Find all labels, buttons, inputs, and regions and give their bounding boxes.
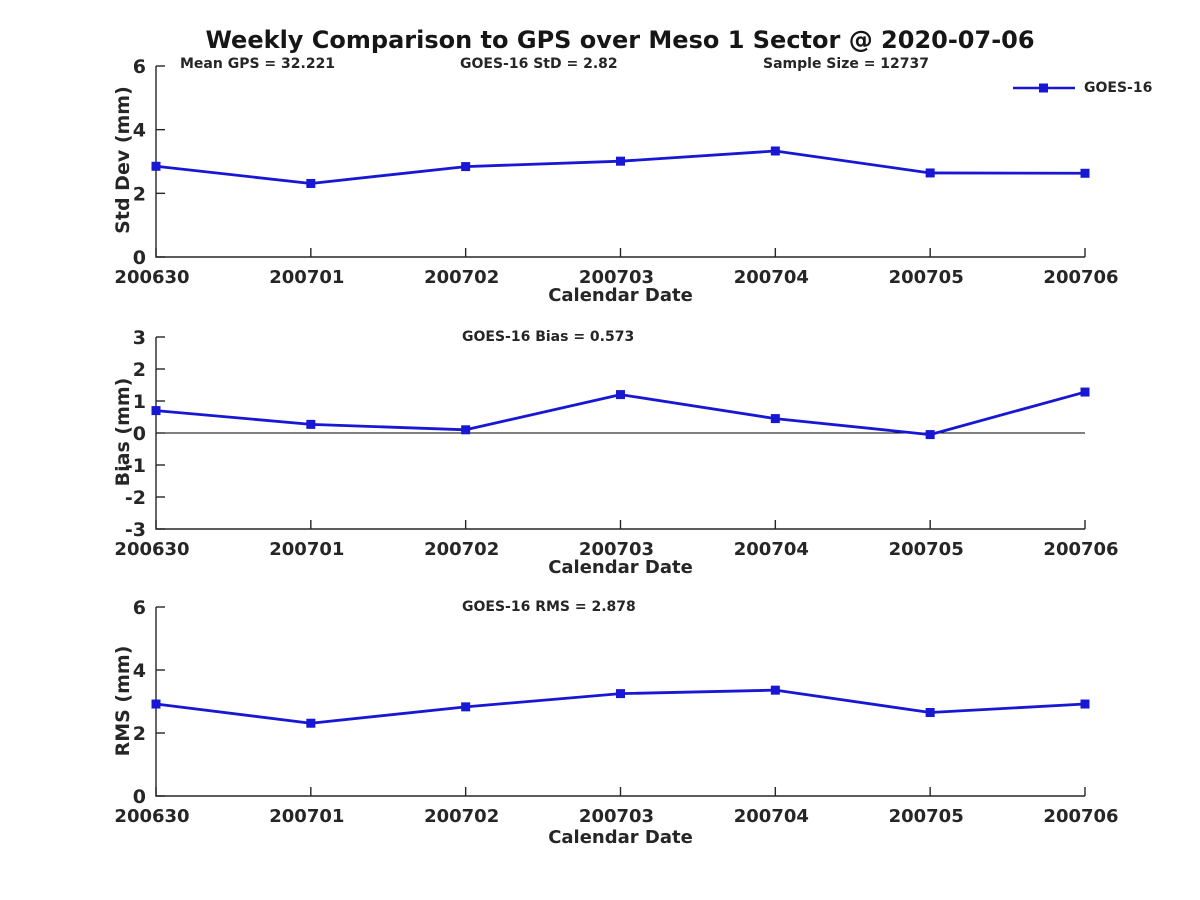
std-dev-y-tick-label: 6 <box>133 56 146 78</box>
bias-data-marker <box>925 430 935 440</box>
bias-x-tick-label: 200705 <box>889 539 964 560</box>
rms-data-marker <box>1080 699 1090 709</box>
legend-label: GOES-16 <box>1084 80 1153 96</box>
std-dev-data-marker <box>770 146 780 156</box>
rms-x-tick-label: 200705 <box>889 806 964 827</box>
figure-title: Weekly Comparison to GPS over Meso 1 Sec… <box>205 26 1035 54</box>
rms-subplot-title: GOES-16 RMS = 2.878 <box>462 599 636 615</box>
rms-x-axis-label: Calendar Date <box>548 827 693 848</box>
std-dev-y-tick-label: 4 <box>133 120 146 142</box>
rms-y-tick-label: 6 <box>133 597 146 619</box>
bias-x-tick-label: 200702 <box>424 539 499 560</box>
stat-mean-gps: Mean GPS = 32.221 <box>180 56 336 72</box>
std-dev-data-marker <box>616 156 625 166</box>
bias-y-tick-label: -2 <box>125 487 146 509</box>
rms-x-tick-label: 200704 <box>734 806 809 827</box>
bias-y-tick-label: 2 <box>133 359 146 381</box>
rms-y-tick-label: 0 <box>133 786 146 808</box>
bias-data-marker <box>151 406 161 416</box>
std-dev-data-marker <box>461 162 471 172</box>
std-dev-y-tick-label: 0 <box>133 247 146 269</box>
std-dev-x-tick-label: 200701 <box>269 267 344 288</box>
subplot-rms: 0 2 4 6 200630 200701 200702 200703 200704 200705… <box>114 597 1118 827</box>
stddev-x-axis-label: Calendar Date <box>548 285 693 306</box>
bias-y-tick-label: -1 <box>125 455 146 477</box>
legend: GOES-16 <box>1012 80 1152 96</box>
std-dev-y-tick-label: 2 <box>133 183 146 205</box>
subplot-bias: -3 -2 -1 0 1 2 3 200630 200701 200702 200703 200704… <box>114 327 1118 560</box>
bias-x-tick-label: 200701 <box>269 539 344 560</box>
rms-data-marker <box>151 699 161 709</box>
std-dev-x-tick-label: 200705 <box>889 267 964 288</box>
std-dev-data-marker <box>151 161 161 171</box>
bias-subplot-title: GOES-16 Bias = 0.573 <box>462 329 635 345</box>
bias-y-tick-label: 1 <box>133 391 146 413</box>
stat-goes16-std: GOES-16 StD = 2.82 <box>460 56 618 72</box>
std-dev-data-marker <box>306 178 316 188</box>
bias-data-marker <box>616 390 625 400</box>
std-dev-data-marker <box>925 168 935 178</box>
bias-y-tick-label: -3 <box>125 519 146 541</box>
rms-x-tick-label: 200701 <box>269 806 344 827</box>
rms-data-marker <box>306 718 316 728</box>
std-dev-x-tick-label: 200706 <box>1043 267 1118 288</box>
bias-x-tick-label: 200703 <box>579 539 654 560</box>
bias-x-tick-label: 200630 <box>114 539 189 560</box>
rms-data-marker <box>770 685 780 695</box>
rms-data-marker <box>461 702 471 712</box>
legend-line-marker-icon <box>1013 83 1075 93</box>
std-dev-x-tick-label: 200630 <box>114 267 189 288</box>
rms-data-marker <box>616 689 625 699</box>
rms-x-tick-label: 200706 <box>1043 806 1118 827</box>
rms-x-tick-label: 200702 <box>424 806 499 827</box>
bias-data-marker <box>1080 387 1090 397</box>
bias-x-tick-label: 200706 <box>1043 539 1118 560</box>
subplot-std-dev: 0 2 4 6 200630 200701 200702 200703 200704 200705… <box>114 56 1118 288</box>
std-dev-x-tick-label: 200704 <box>734 267 809 288</box>
rms-y-tick-label: 2 <box>133 723 146 745</box>
rms-x-tick-label: 200630 <box>114 806 189 827</box>
std-dev-x-tick-label: 200702 <box>424 267 499 288</box>
bias-data-marker <box>770 414 780 424</box>
rms-y-tick-label: 4 <box>133 660 146 682</box>
bias-data-marker <box>306 419 316 429</box>
stat-sample-size: Sample Size = 12737 <box>763 56 930 72</box>
std-dev-x-tick-label: 200703 <box>579 267 654 288</box>
std-dev-series-line <box>154 149 1087 185</box>
std-dev-data-marker <box>1080 168 1090 178</box>
rms-x-tick-label: 200703 <box>579 806 654 827</box>
bias-y-tick-label: 0 <box>133 423 146 445</box>
bias-data-marker <box>461 425 471 435</box>
bias-y-tick-label: 3 <box>133 327 146 349</box>
bias-x-axis-label: Calendar Date <box>548 557 693 578</box>
rms-axis-spines <box>155 607 1085 797</box>
bias-x-tick-label: 200704 <box>734 539 809 560</box>
rms-data-marker <box>925 708 935 718</box>
